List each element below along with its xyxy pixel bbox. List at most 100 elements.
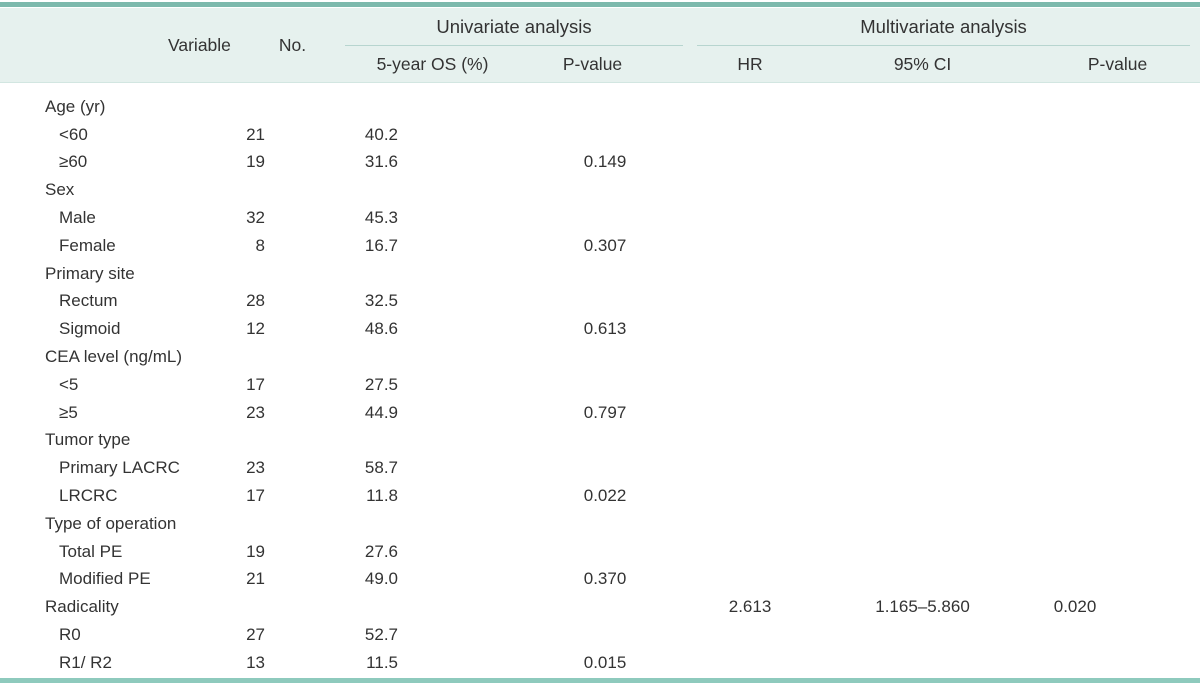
- cell-p-multi: [1035, 399, 1200, 427]
- table-row-item: ≥5 23 44.9 0.797: [0, 399, 1200, 427]
- cell-hr: [690, 121, 810, 149]
- cell-label: Female: [59, 235, 116, 255]
- cell-p-multi: [1035, 343, 1200, 371]
- header-row-subcolumns: 5-year OS (%) P-value HR 95% CI P-value: [0, 46, 1200, 83]
- cell-p-multi: [1035, 649, 1200, 677]
- cell-ci: [810, 482, 1035, 510]
- cell-no: 23: [246, 458, 265, 478]
- cell-p-uni: [520, 343, 690, 371]
- cell-no: 28: [246, 291, 265, 311]
- cell-no: [240, 176, 345, 204]
- cell-no: 21: [246, 124, 265, 144]
- cell-no: [240, 510, 345, 538]
- table-row-group: CEA level (ng/mL): [0, 343, 1200, 371]
- cell-hr: [690, 204, 810, 232]
- cell-label: <60: [59, 124, 88, 144]
- cell-p-multi: [1035, 288, 1200, 316]
- cell-hr: [690, 260, 810, 288]
- multivariate-analysis-label: Multivariate analysis: [860, 15, 1027, 37]
- cell-p-uni: 0.307: [583, 235, 627, 255]
- cell-label: <5: [59, 374, 79, 394]
- cell-os: [345, 343, 520, 371]
- cell-p-multi: [1035, 260, 1200, 288]
- cell-os: 44.9: [364, 402, 398, 422]
- univariate-analysis-spanner: Univariate analysis: [345, 8, 684, 46]
- cell-hr: [690, 566, 810, 594]
- cell-os: [345, 260, 520, 288]
- cell-os: 49.0: [364, 569, 398, 589]
- cell-p-multi: [1035, 538, 1200, 566]
- table-row-item: Primary LACRC 23 58.7: [0, 454, 1200, 482]
- cell-p-uni: 0.015: [583, 652, 627, 672]
- cell-hr: [690, 399, 810, 427]
- cell-ci: [810, 371, 1035, 399]
- cell-label: Type of operation: [45, 513, 177, 533]
- table-row-item: R1/ R2 13 11.5 0.015: [0, 649, 1200, 677]
- cell-no: 12: [246, 319, 265, 339]
- table-header: Variable No. Univariate analysis Multiva…: [0, 8, 1200, 83]
- cell-hr: [690, 427, 810, 455]
- cell-ci: [810, 93, 1035, 121]
- cell-os: 52.7: [364, 625, 398, 645]
- cell-no: 17: [246, 486, 265, 506]
- cell-p-multi: [1035, 232, 1200, 260]
- header-univariate-group-cell: Univariate analysis: [345, 8, 691, 46]
- cell-p-uni: [520, 93, 690, 121]
- multivariate-analysis-spanner: Multivariate analysis: [697, 8, 1191, 46]
- cell-hr: [690, 371, 810, 399]
- header-5-year-os: 5-year OS (%): [345, 46, 520, 83]
- cell-ci: [810, 427, 1035, 455]
- table-row-item: R0 27 52.7: [0, 621, 1200, 649]
- cell-label: Tumor type: [45, 430, 131, 450]
- table-row-group: Primary site: [0, 260, 1200, 288]
- cell-hr: [690, 232, 810, 260]
- cell-os: 40.2: [364, 124, 398, 144]
- prognostic-factors-table: Variable No. Univariate analysis Multiva…: [0, 8, 1200, 677]
- cell-os: 11.5: [366, 652, 398, 672]
- cell-p-uni: [520, 454, 690, 482]
- header-hr: HR: [690, 46, 811, 83]
- cell-ci: [810, 538, 1035, 566]
- cell-no: 19: [246, 152, 265, 172]
- cell-label: R0: [59, 625, 81, 645]
- cell-hr: [690, 288, 810, 316]
- cell-os: 27.5: [364, 374, 398, 394]
- cell-p-uni: [520, 121, 690, 149]
- cell-label: CEA level (ng/mL): [45, 347, 182, 367]
- cell-label: Rectum: [59, 291, 118, 311]
- cell-label: ≥5: [59, 402, 78, 422]
- cell-p-uni: 0.613: [583, 319, 627, 339]
- cell-os: 45.3: [364, 208, 398, 228]
- table-row-group: Radicality 2.613 1.165–5.860 0.020: [0, 593, 1200, 621]
- cell-ci: [810, 315, 1035, 343]
- header-univariate-p-value: P-value: [520, 46, 691, 83]
- table-row-group: Type of operation: [0, 510, 1200, 538]
- cell-p-uni: [520, 593, 690, 621]
- table-row-item: <5 17 27.5: [0, 371, 1200, 399]
- cell-p-multi: [1035, 566, 1200, 594]
- table-row-group: Age (yr): [0, 93, 1200, 121]
- cell-hr: [690, 93, 810, 121]
- cell-hr: [690, 149, 810, 177]
- cell-os: 27.6: [364, 541, 398, 561]
- table-bottom-rule: [0, 677, 1200, 683]
- cell-p-multi: [1035, 427, 1200, 455]
- cell-ci: [810, 149, 1035, 177]
- header-multivariate-p-value: P-value: [1035, 46, 1200, 83]
- cell-hr: [690, 538, 810, 566]
- cell-label: Total PE: [59, 541, 123, 561]
- table-row-item: Modified PE 21 49.0 0.370: [0, 566, 1200, 594]
- cell-no: [240, 343, 345, 371]
- cell-label: Primary LACRC: [59, 458, 180, 478]
- cell-hr: [690, 315, 810, 343]
- cell-no: [240, 93, 345, 121]
- cell-p-multi: [1035, 121, 1200, 149]
- cell-os: 16.7: [364, 235, 398, 255]
- header-variable: Variable: [0, 8, 240, 83]
- cell-no: 13: [246, 652, 265, 672]
- cell-hr: [690, 482, 810, 510]
- cell-p-multi: [1035, 482, 1200, 510]
- cell-p-uni: [520, 371, 690, 399]
- cell-label: Age (yr): [45, 96, 106, 116]
